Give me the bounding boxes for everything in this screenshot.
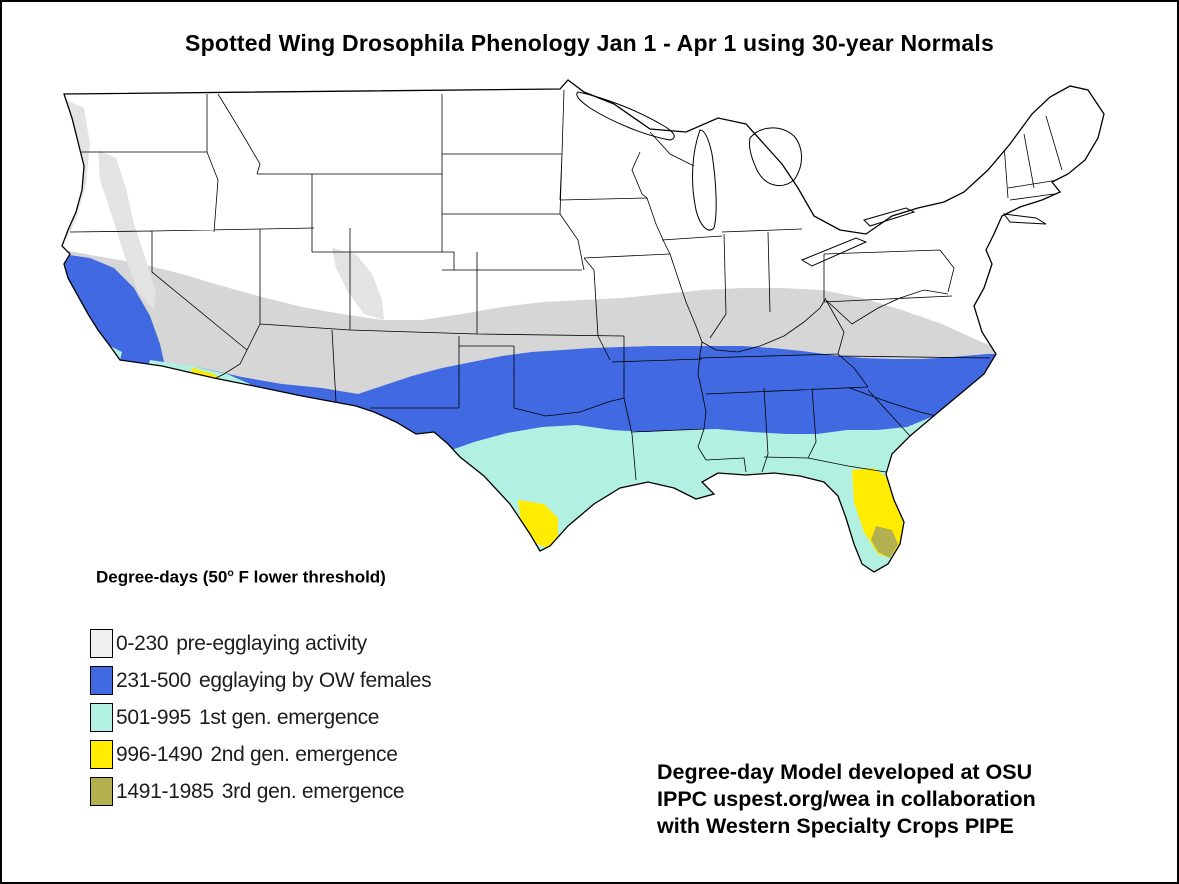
legend-range: 501-995 [116,705,191,729]
legend-label: egglaying by OW females [198,668,432,692]
legend-range: 1491-1985 [116,779,214,803]
legend-item: 0-230 pre-egglaying activity [90,629,431,659]
legend-item: 996-1490 2nd gen. emergence [90,740,431,770]
legend-range: 231-500 [116,668,191,692]
legend-title: Degree-days (50o F lower threshold) [96,567,431,588]
legend-swatch [90,629,113,659]
legend-label: 1st gen. emergence [198,705,380,729]
legend-range: 0-230 [116,631,169,655]
legend-swatch [90,777,113,807]
legend-label: pre-egglaying activity [176,631,367,655]
legend-item: 231-500 egglaying by OW females [90,666,432,696]
zone-gray-rockies [332,248,384,320]
us-outline [61,79,1105,573]
lake-erie [800,237,868,267]
zone-olive-south-florida [871,526,898,558]
legend-title-suffix: F lower threshold) [233,567,386,587]
lake-michigan [692,129,717,231]
zone-gray-sierra [98,150,156,310]
legend-label: 2nd gen. emergence [210,742,398,766]
attribution-line: with Western Specialty Crops PIPE [657,814,1014,838]
legend-swatch [90,703,113,733]
legend-title-text: Degree-days (50 [96,567,228,587]
legend-item: 1491-1985 3rd gen. emergence [90,777,431,807]
legend-item: 501-995 1st gen. emergence [90,703,431,733]
legend-swatch [90,740,113,770]
zone-yellow-south-texas [518,500,558,548]
zone-blue-california [62,254,164,368]
attribution: Degree-day Model developed at OSU IPPC u… [657,759,1036,840]
legend-swatch [90,666,113,696]
legend-items: 0-230 pre-egglaying activity 231-500 eggla… [90,629,432,807]
legend-range: 996-1490 [116,742,203,766]
lake-superior [576,91,675,141]
attribution-line: IPPC uspest.org/wea in collaboration [657,787,1036,811]
state-borders [69,89,1063,481]
map-title: Spotted Wing Drosophila Phenology Jan 1 … [185,30,994,56]
long-island [1002,213,1047,225]
attribution-line: Degree-day Model developed at OSU [657,760,1033,784]
legend-label: 3rd gen. emergence [221,779,405,803]
legend: Degree-days (50o F lower threshold) 0-23… [90,567,432,815]
degree-symbol: o [227,567,234,579]
